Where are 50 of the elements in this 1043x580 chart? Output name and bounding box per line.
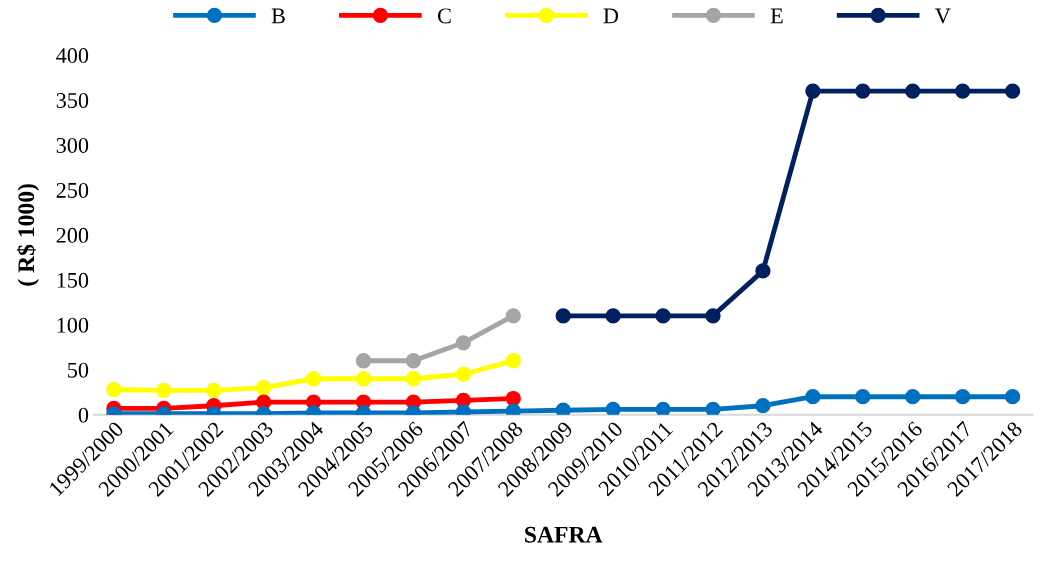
- point: [355, 353, 372, 369]
- legend-label: E: [770, 8, 783, 24]
- legend-label: B: [271, 8, 285, 24]
- y-tick-label: 300: [56, 137, 89, 153]
- y-tick-label: 250: [56, 182, 89, 198]
- point: [505, 390, 521, 407]
- point: [1004, 389, 1021, 405]
- y-tick-label: 150: [57, 272, 89, 288]
- point: [405, 353, 422, 369]
- legend-label: C: [437, 8, 451, 24]
- point: [555, 402, 571, 415]
- point: [755, 398, 771, 414]
- point: [505, 308, 521, 324]
- y-tick-label: 350: [56, 92, 89, 108]
- point: [255, 380, 272, 396]
- point: [355, 371, 372, 387]
- x-axis-title: SAFRA: [525, 526, 603, 543]
- point: [605, 308, 621, 324]
- point: [655, 308, 671, 324]
- point: [156, 382, 172, 399]
- y-tick-label: 0: [78, 407, 89, 423]
- point: [805, 83, 821, 99]
- point: [855, 389, 871, 405]
- point: [955, 389, 971, 405]
- y-tick-label: 200: [56, 227, 89, 243]
- point: [1004, 83, 1021, 99]
- point: [305, 371, 322, 387]
- legend-label: V: [935, 8, 951, 24]
- y-tick-label: 50: [68, 362, 89, 378]
- point: [955, 83, 971, 99]
- point: [755, 263, 771, 279]
- point: [705, 308, 721, 324]
- y-axis-title: ( R$ 1000): [16, 184, 40, 286]
- y-tick-label: 100: [57, 317, 89, 333]
- point: [905, 389, 921, 405]
- y-tick-label: 400: [56, 48, 89, 64]
- point: [405, 371, 422, 387]
- point: [655, 401, 671, 415]
- point: [505, 353, 521, 369]
- point: [555, 308, 571, 324]
- point: [905, 83, 921, 99]
- legend-label: D: [603, 8, 619, 24]
- point: [855, 83, 871, 99]
- point: [805, 389, 821, 405]
- point: [605, 401, 621, 415]
- point: [206, 382, 222, 399]
- point: [705, 401, 721, 415]
- point: [106, 381, 122, 398]
- point: [455, 335, 471, 351]
- point: [455, 366, 471, 382]
